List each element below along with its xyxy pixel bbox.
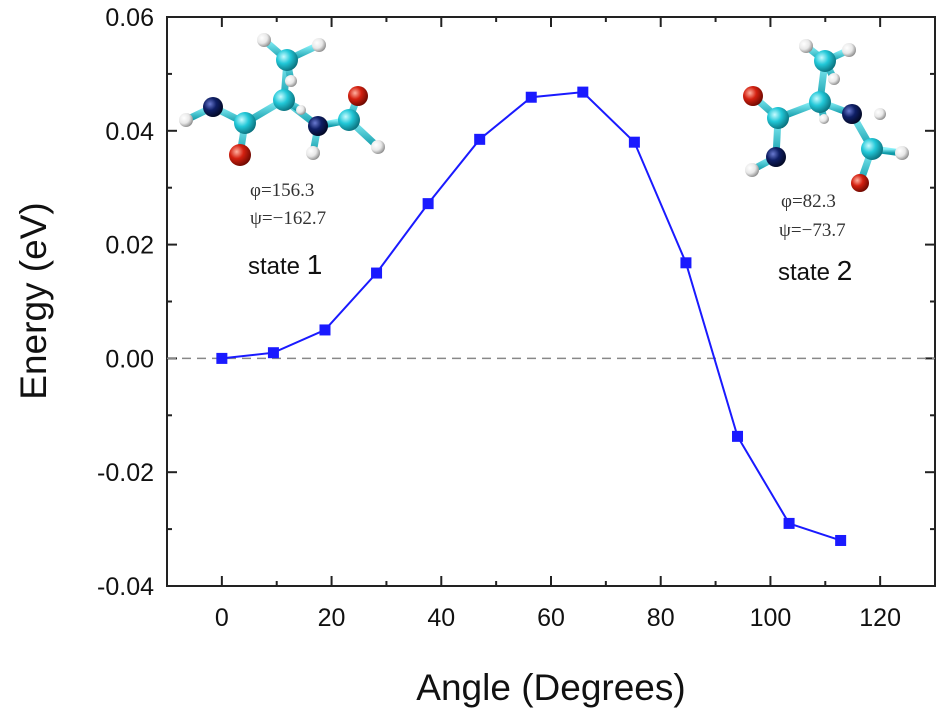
y-tick-label: 0.02 (105, 232, 154, 260)
state1-psi-label: ψ=−162.7 (250, 208, 326, 229)
y-tick-label: 0.00 (105, 345, 154, 373)
x-tick-label: 0 (215, 604, 229, 632)
data-point-marker (422, 198, 434, 210)
state2-label: state 2 (778, 255, 852, 286)
data-point-marker (267, 347, 279, 359)
x-tick-label: 120 (859, 604, 901, 632)
x-axis-title: Angle (Degrees) (416, 667, 685, 708)
data-point-marker (216, 352, 228, 364)
data-point-marker (628, 136, 640, 148)
x-tick-label: 80 (647, 604, 675, 632)
data-point-marker (732, 430, 744, 442)
axis-ticks (166, 16, 936, 587)
x-tick-label: 60 (537, 604, 565, 632)
y-tick-label: 0.04 (105, 118, 154, 146)
data-point-marker (525, 91, 537, 103)
y-tick-label: 0.06 (105, 4, 154, 32)
state1-label: state 1 (248, 249, 322, 280)
y-tick-label: -0.04 (97, 573, 154, 601)
data-point-marker (371, 267, 383, 279)
data-point-marker (474, 133, 486, 145)
x-tick-label: 100 (750, 604, 792, 632)
x-tick-label: 40 (427, 604, 455, 632)
molecule-state2-image (743, 39, 909, 192)
state1-phi-label: φ=156.3 (250, 180, 314, 201)
state2-psi-label: ψ=−73.7 (779, 220, 846, 241)
data-point-marker (680, 257, 692, 269)
data-point-marker (319, 324, 331, 336)
data-point-marker (783, 517, 795, 529)
axis-tick-labels: 0 20 40 60 80 100 120 -0.04 -0.02 0.00 0.02 0.04 0.0… (97, 4, 901, 632)
state1-label-number: 1 (307, 249, 323, 280)
energy-series-markers (216, 86, 847, 546)
molecule-state1-image (179, 33, 385, 166)
state1-label-word: state (248, 253, 300, 280)
state2-label-number: 2 (837, 255, 853, 286)
data-point-marker (577, 86, 589, 98)
y-tick-label: -0.02 (97, 459, 154, 487)
state2-label-word: state (778, 259, 830, 286)
state2-phi-label: φ=82.3 (781, 191, 836, 212)
x-tick-label: 20 (318, 604, 346, 632)
y-axis-title: Energy (eV) (13, 202, 54, 399)
data-point-marker (835, 534, 847, 546)
